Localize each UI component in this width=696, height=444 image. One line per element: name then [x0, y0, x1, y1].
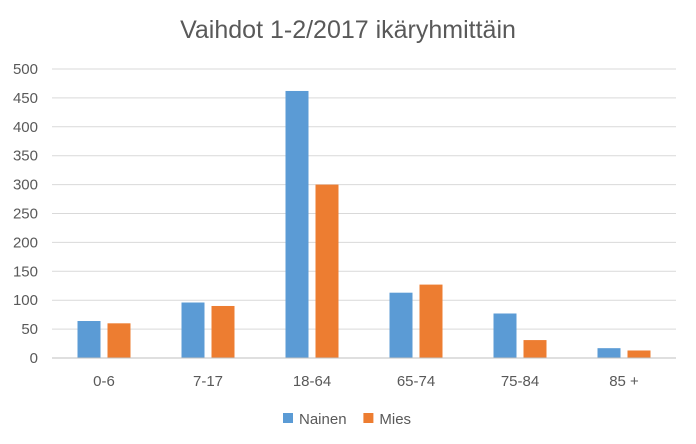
bar-mies-1 [211, 305, 235, 358]
y-tick-label: 300 [13, 177, 38, 194]
gridlines [52, 68, 676, 330]
x-axis-tick-labels: 0-6 7-17 18-64 65-74 75-84 85 + [93, 373, 639, 390]
bar-nainen-4 [493, 313, 517, 358]
bars [77, 90, 651, 359]
bar-mies-2 [315, 184, 339, 358]
y-tick-label: 150 [13, 263, 38, 280]
x-tick-label: 65-74 [397, 373, 435, 390]
x-tick-label: 75-84 [501, 373, 539, 390]
x-tick-label: 0-6 [93, 373, 115, 390]
y-tick-label: 500 [13, 61, 38, 78]
y-axis-tick-labels: 0 50 100 150 200 250 300 350 400 450 500 [13, 61, 38, 367]
y-tick-label: 350 [13, 148, 38, 165]
y-tick-label: 200 [13, 234, 38, 251]
y-tick-label: 50 [21, 321, 38, 338]
x-tick-label: 18-64 [293, 373, 331, 390]
x-tick-label: 7-17 [193, 373, 223, 390]
legend-swatch-mies [363, 413, 374, 423]
legend-swatch-nainen [283, 413, 293, 423]
legend: Nainen Mies [283, 411, 411, 428]
y-tick-label: 100 [13, 292, 38, 309]
y-tick-label: 250 [13, 206, 38, 223]
bar-nainen-1 [181, 302, 205, 358]
bar-nainen-0 [77, 321, 101, 358]
x-tick-label: 85 + [609, 373, 639, 390]
bar-nainen-5 [597, 348, 621, 358]
y-tick-label: 0 [30, 350, 38, 367]
bar-mies-3 [419, 284, 443, 358]
y-tick-label: 400 [13, 119, 38, 136]
bar-mies-0 [107, 323, 131, 358]
legend-label-mies: Mies [379, 411, 411, 428]
legend-label-nainen: Nainen [299, 411, 347, 428]
y-tick-label: 450 [13, 90, 38, 107]
bar-nainen-3 [389, 292, 413, 358]
bar-mies-4 [523, 340, 547, 358]
chart-title: Vaihdot 1-2/2017 ikäryhmittäin [180, 16, 516, 44]
bar-mies-5 [627, 350, 651, 358]
bar-nainen-2 [285, 90, 309, 359]
